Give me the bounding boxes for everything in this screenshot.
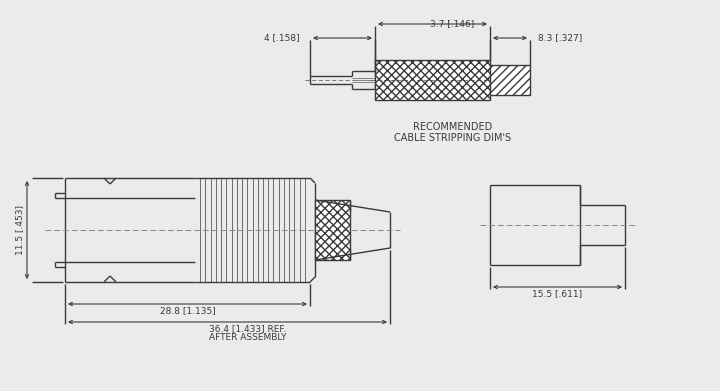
Text: RECOMMENDED: RECOMMENDED	[413, 122, 492, 132]
Text: 8.3 [.327]: 8.3 [.327]	[538, 34, 582, 43]
Text: 3.7 [.146]: 3.7 [.146]	[431, 20, 474, 29]
Bar	[315, 200, 350, 260]
Text: AFTER ASSEMBLY: AFTER ASSEMBLY	[209, 333, 287, 342]
Text: 15.5 [.611]: 15.5 [.611]	[532, 289, 582, 298]
Bar	[375, 60, 490, 100]
Text: 36.4 [1.433] REF.: 36.4 [1.433] REF.	[209, 324, 286, 333]
Bar	[490, 65, 530, 95]
Text: 4 [.158]: 4 [.158]	[264, 34, 300, 43]
Text: 28.8 [1.135]: 28.8 [1.135]	[160, 306, 215, 315]
Bar	[490, 65, 530, 95]
Bar	[315, 200, 350, 260]
Text: 11.5 [.453]: 11.5 [.453]	[15, 205, 24, 255]
Bar	[375, 60, 490, 100]
Text: CABLE STRIPPING DIM'S: CABLE STRIPPING DIM'S	[394, 133, 511, 143]
